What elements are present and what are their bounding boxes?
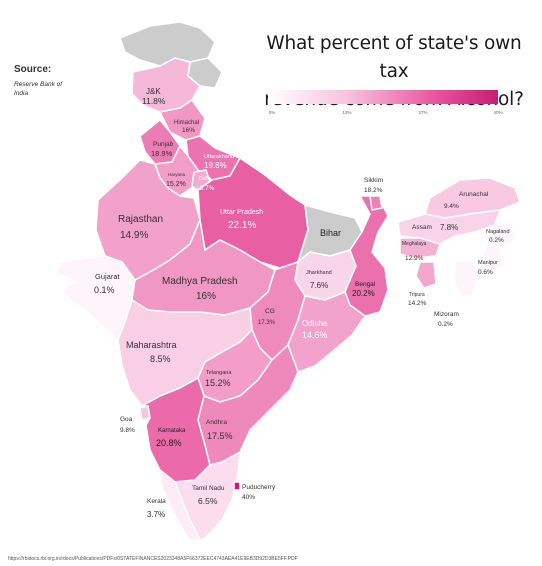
label-haryana-value: 15.2%	[166, 181, 186, 188]
label-manipur-value: 0.6%	[478, 269, 493, 276]
label-sikkim-name: Sikkim	[364, 177, 383, 184]
label-up-value: 22.1%	[228, 220, 256, 231]
label-mizoram-name: Mizoram	[434, 311, 459, 318]
state-mizoram	[453, 259, 481, 297]
label-bengal-name: Bengal	[355, 281, 376, 288]
label-goa-value: 9.8%	[120, 427, 135, 434]
label-delhi-value: 13.7%	[196, 185, 215, 192]
label-karnataka-value: 20.8%	[156, 438, 182, 448]
state-manipur	[479, 240, 503, 273]
state-tripura	[415, 261, 437, 289]
state-bengal	[344, 195, 389, 317]
label-arunachal-name: Arunachal	[459, 191, 489, 198]
state-puducherry	[233, 481, 241, 491]
label-puducherry-name: Puducherry	[242, 484, 276, 491]
label-uttarakhand-name: Uttarakhand	[204, 154, 234, 160]
label-gujarat-name: Gujarat	[95, 272, 121, 281]
label-sikkim-value: 18.2%	[364, 187, 383, 194]
label-arunachal-value: 9.4%	[444, 203, 459, 210]
label-goa-name: Goa	[120, 416, 133, 423]
label-gujarat-value: 0.1%	[94, 285, 115, 295]
label-odisha-value: 14.6%	[302, 330, 328, 340]
label-cg-name: CG	[265, 308, 275, 315]
legend-tick-3: 40%	[493, 110, 503, 115]
label-maharashtra-name: Maharashtra	[126, 340, 177, 350]
state-nagaland	[487, 221, 516, 249]
label-andhra-name: Andhra	[206, 419, 227, 426]
state-arunachal	[424, 177, 521, 219]
state-odisha	[287, 291, 367, 373]
label-meghalaya-name: Meghalaya	[402, 241, 427, 247]
label-telangana-name: Telangana	[206, 370, 232, 376]
source-value: Reserve Bank of India	[14, 81, 63, 97]
label-kerala-value: 3.7%	[147, 510, 165, 519]
label-bihar-name: Bihar	[320, 228, 341, 238]
label-andhra-value: 17.5%	[207, 431, 233, 441]
label-delhi-name: Delhi	[199, 176, 210, 182]
label-karnataka-name: Karnataka	[158, 428, 186, 434]
label-tamilnadu-value: 6.5%	[198, 496, 218, 506]
title-line-1: What percent of state's own tax	[266, 33, 522, 82]
legend-tick-1: 13%	[342, 110, 352, 115]
state-meghalaya	[399, 237, 441, 259]
legend-tick-2: 27%	[418, 110, 428, 115]
label-haryana-name: Haryana	[168, 172, 186, 177]
label-telangana-value: 15.2%	[205, 378, 231, 388]
label-nagaland-name: Nagaland	[486, 229, 510, 235]
state-sikkim	[369, 195, 383, 211]
label-puducherry-value: 40%	[242, 494, 255, 501]
source-url: https://rbidocs.rbi.org.in/rdocs/Publica…	[8, 556, 298, 562]
label-up-name: Uttar Pradesh	[220, 209, 263, 216]
label-jharkhand-value: 7.6%	[310, 281, 328, 290]
label-assam-name: Assam	[412, 224, 432, 231]
label-himachal-value: 16%	[182, 127, 195, 134]
legend-color-bar	[268, 90, 498, 104]
label-himachal-name: Himachal	[174, 120, 199, 126]
label-manipur-name: Manipur	[478, 260, 498, 266]
label-punjab-name: Punjab	[153, 141, 174, 148]
label-bengal-value: 20.2%	[352, 289, 375, 298]
label-rajasthan-value: 14.9%	[120, 230, 148, 241]
label-mizoram-value: 0.2%	[438, 321, 453, 328]
label-assam-value: 7.8%	[440, 223, 458, 232]
state-andhra	[197, 343, 299, 466]
label-tripura-value: 14.2%	[408, 300, 427, 307]
state-himachal	[158, 98, 206, 141]
state-labels: J&K 11.8% Himachal 16% Punjab 18.9% Utta…	[94, 87, 510, 519]
legend-tick-0: 0%	[268, 110, 276, 115]
label-meghalaya-value: 12.9%	[405, 255, 424, 262]
label-jk-value: 11.8%	[142, 96, 166, 106]
label-kerala-name: Kerala	[147, 498, 166, 505]
label-jk-name: J&K	[146, 87, 161, 96]
state-jk	[131, 57, 201, 113]
label-rajasthan-name: Rajasthan	[118, 214, 163, 225]
label-uttarakhand-value: 19.8%	[204, 161, 227, 170]
state-tamilnadu	[173, 450, 241, 541]
label-punjab-value: 18.9%	[151, 149, 173, 158]
label-tamilnadu-name: Tamil Nadu	[192, 485, 225, 492]
source-label: Source:	[14, 64, 52, 75]
label-maharashtra-value: 8.5%	[150, 354, 171, 364]
label-mp-name: Madhya Pradesh	[162, 276, 238, 287]
label-tripura-name: Tripura	[409, 292, 425, 298]
label-odisha-name: Odisha	[302, 319, 328, 328]
label-mp-value: 16%	[196, 291, 216, 302]
label-nagaland-value: 0.2%	[489, 237, 504, 244]
label-cg-value: 17.3%	[258, 320, 276, 326]
label-jharkhand-name: Jharkhand	[306, 270, 332, 276]
